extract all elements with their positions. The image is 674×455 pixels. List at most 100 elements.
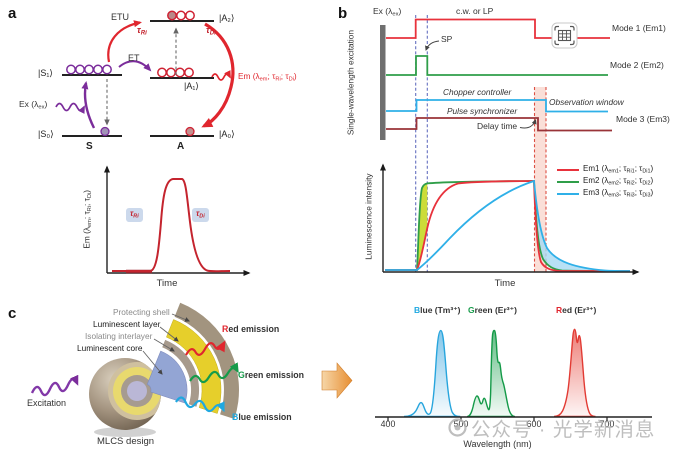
etu-label: ETU [111, 12, 129, 22]
blue-emission-label: Blue emission [232, 412, 292, 422]
legend-label-em2: Em2 (λem2; τRi2; τDi2) [583, 176, 654, 187]
sphere-cut-face [108, 362, 161, 420]
emission-spectra [375, 328, 652, 422]
activator-label: A [177, 141, 185, 152]
excitation-source-bar [380, 25, 386, 140]
watermark-logo-icon [448, 418, 467, 437]
transition-arrow [321, 362, 353, 399]
watermark-text: 公众号 · 光学新消息 [471, 419, 656, 441]
decay-time-chip: τDi [192, 208, 209, 222]
sensitizer-label: S [86, 141, 93, 152]
layer-leader-lines [142, 313, 190, 375]
ket-s1: |S₁⟩ [38, 68, 53, 78]
panel-a-letter: a [8, 5, 17, 22]
green-spectrum [466, 329, 516, 418]
layer-label-shell: Protecting shell [113, 307, 170, 317]
electrons-s1 [66, 64, 112, 75]
tick-400: 400 [380, 419, 396, 429]
watermark: 公众号 · 光学新消息 [448, 413, 655, 442]
rise-contrast-shade [417, 183, 428, 270]
spectrum-label-red: Red (Er³⁺) [556, 305, 597, 315]
tick-700: 700 [599, 419, 615, 429]
chopper-label: Chopper controller [443, 87, 512, 97]
mode2-signal [386, 55, 608, 76]
legend-swatch-em1 [557, 169, 579, 171]
tau-rise-label: τRi [137, 25, 147, 37]
green-emission-label: Green emission [238, 370, 305, 380]
red-spectrum [553, 328, 596, 418]
cw-lp-label: c.w. or LP [456, 6, 494, 16]
blue-emission-wave-arrow [175, 396, 225, 413]
legend-swatch-em3 [557, 193, 579, 195]
panel-b-ylabel-top: Single-wavelength excitation [345, 29, 356, 136]
chopper-signal [386, 99, 608, 113]
emission-arrow [201, 22, 235, 128]
ket-a0: |A₀⟩ [219, 129, 235, 139]
mode3-label: Mode 3 (Em3) [616, 114, 670, 124]
red-emission-wave-arrow [185, 340, 226, 356]
detector-icon [551, 22, 578, 49]
electrons-a1 [157, 67, 194, 78]
mode1-label: Mode 1 (Em1) [612, 23, 666, 33]
observation-window-label: Observation window [549, 97, 624, 107]
emission-kinetics-curve [112, 178, 231, 273]
ket-a1: |A₁⟩ [184, 81, 199, 91]
electrons-a2 [167, 10, 195, 21]
emission-wave-icon [211, 70, 231, 81]
sphere-shadow [94, 427, 156, 437]
blue-spectrum [403, 329, 461, 418]
excitation-label: Ex (λex) [19, 99, 48, 111]
delay-pointer-arrow [519, 119, 537, 129]
excitation-wave-icon [55, 102, 85, 114]
ket-s0: |S₀⟩ [38, 129, 54, 139]
delay-time-label: Delay time [477, 121, 518, 131]
wavelength-axis-label: Wavelength (nm) [463, 439, 532, 449]
panel-b-ex-label: Ex (λex) [373, 6, 402, 18]
tick-600: 600 [526, 419, 542, 429]
electron-a0 [185, 126, 195, 137]
legend-label-em3: Em3 (λem3; τRi3; τDi3) [583, 188, 654, 199]
legend-swatch-em2 [557, 181, 579, 183]
panel-b-xlabel: Time [494, 278, 516, 289]
et-arrow [118, 60, 152, 72]
pulse-sync-label: Pulse synchronizer [447, 106, 518, 116]
spectrum-label-green: Green (Er³⁺) [468, 305, 517, 315]
panel-a-xlabel: Time [156, 278, 178, 289]
panel-a-ylabel: Em (λem; τRi; τDi) [81, 189, 94, 249]
sp-label: SP [441, 34, 453, 44]
mlcs-design-caption: MLCS design [97, 436, 155, 447]
red-emission-label: Red emission [222, 324, 280, 334]
layer-label-interlayer: Isolating interlayer [85, 331, 153, 341]
layer-label-core: Luminescent core [77, 343, 143, 353]
layer-label-luminescent: Luminescent layer [93, 319, 161, 329]
panel-b-ylabel-bottom: Luminescence intensity [363, 173, 374, 260]
luminescent-band [166, 319, 222, 414]
excitation-caption: Excitation [27, 398, 67, 408]
em3-curve [385, 179, 631, 272]
ket-a2: |A₂⟩ [219, 13, 235, 23]
panel-b-timing-diagram [380, 15, 640, 275]
etu-arrow [107, 20, 142, 63]
legend-label-em1: Em1 (λem1; τRi1; τDi1) [583, 164, 654, 175]
electron-s0 [100, 126, 110, 137]
green-emission-wave-arrow [189, 362, 239, 384]
excitation-wave-arrow [30, 374, 79, 397]
panel-c-mlcs-schematic [30, 302, 652, 437]
sp-pointer-arrow [425, 40, 440, 51]
core-wedge [146, 350, 188, 404]
et-label: ET [128, 53, 140, 63]
spectrum-label-blue: Blue (Tm³⁺) [414, 305, 461, 315]
shell-band [174, 302, 239, 419]
tick-500: 500 [453, 419, 469, 429]
rise-time-chip: τRi [126, 208, 143, 222]
mode1-signal [386, 18, 610, 39]
tau-decay-label: τDi [206, 25, 216, 37]
excitation-arrow [81, 81, 96, 129]
mode3-signal [386, 117, 612, 132]
em1-curve [385, 180, 630, 272]
emission-label: Em (λem; τRi; τDi) [238, 71, 297, 83]
panel-c-letter: c [8, 305, 17, 322]
mode2-label: Mode 2 (Em2) [610, 60, 664, 70]
